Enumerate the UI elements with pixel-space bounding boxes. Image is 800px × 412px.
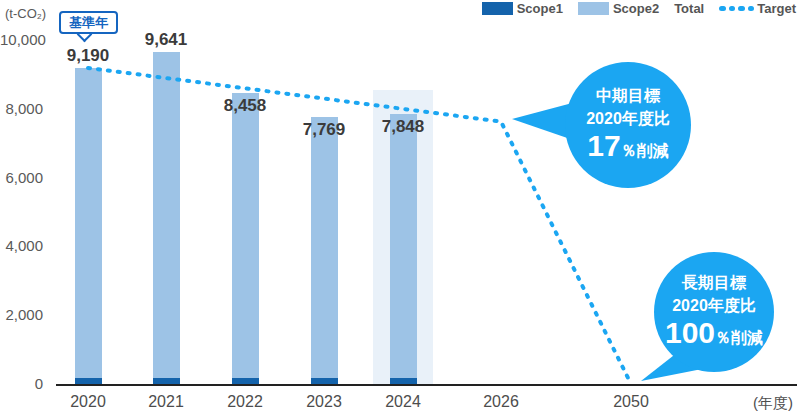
scope2-bar-2022 xyxy=(232,93,259,384)
baseline-year-callout: 基準年 xyxy=(59,11,118,34)
y-tick-label: 10,000 xyxy=(0,31,43,48)
legend-label: Total xyxy=(674,1,704,16)
bar-value-label: 7,848 xyxy=(358,117,448,137)
bar-value-label: 8,458 xyxy=(200,96,290,116)
bar-value-label: 9,641 xyxy=(121,30,211,50)
bubble-big-number: 100 xyxy=(665,316,715,349)
legend-item-scope1: Scope1 xyxy=(482,1,563,16)
x-tick-label: 2026 xyxy=(466,393,536,411)
scope2-swatch-icon xyxy=(578,2,609,15)
x-tick-label: 2020 xyxy=(53,393,123,411)
legend-item-scope2: Scope2 xyxy=(578,1,659,16)
scope1-swatch-icon xyxy=(482,2,513,15)
scope2-bar-2021 xyxy=(153,52,180,384)
legend: Scope1 Scope2 Total Target xyxy=(482,1,796,16)
legend-item-target: Target xyxy=(719,1,796,16)
scope2-bar-2023 xyxy=(311,117,338,384)
bubble-line1: 中期目標 xyxy=(596,84,660,107)
y-tick-label: 8,000 xyxy=(0,100,43,117)
legend-label: Target xyxy=(757,1,796,16)
scope2-bar-2020 xyxy=(75,68,102,384)
y-axis-unit: (t-CO₂) xyxy=(5,6,46,21)
y-tick-label: 6,000 xyxy=(0,169,43,186)
bar-value-label: 9,190 xyxy=(43,46,133,66)
x-tick-label: 2023 xyxy=(289,393,359,411)
x-axis-unit: (年度) xyxy=(753,394,793,412)
x-tick-label: 2021 xyxy=(131,393,201,411)
bubble-line2: 2020年度比 xyxy=(586,107,670,130)
bubble-line2: 2020年度比 xyxy=(672,294,756,317)
long-term-target-bubble: 長期目標 2020年度比 100％削減 xyxy=(654,252,774,372)
bubble-big-number: 17 xyxy=(587,129,620,162)
legend-item-total: Total xyxy=(674,1,704,16)
y-tick-label: 0 xyxy=(0,375,43,392)
target-dotted-swatch-icon xyxy=(719,6,754,11)
bubble-line3: 100％削減 xyxy=(665,317,763,354)
x-tick-label: 2024 xyxy=(368,393,438,411)
legend-label: Scope2 xyxy=(613,1,659,16)
legend-label: Scope1 xyxy=(517,1,563,16)
x-tick-label: 2050 xyxy=(596,393,666,411)
y-tick-label: 4,000 xyxy=(0,237,43,254)
bar-value-label: 7,769 xyxy=(279,120,369,140)
bubble-suffix: ％削減 xyxy=(621,142,669,159)
x-tick-label: 2022 xyxy=(210,393,280,411)
bubble-suffix: ％削減 xyxy=(715,329,763,346)
x-axis-line xyxy=(56,384,797,387)
mid-term-target-bubble: 中期目標 2020年度比 17％削減 xyxy=(565,62,691,188)
bubble-line3: 17％削減 xyxy=(587,130,668,167)
emissions-chart: (t-CO₂) Scope1 Scope2 Total Target 0 2,00… xyxy=(0,0,800,412)
scope2-bar-2024 xyxy=(390,114,417,384)
y-tick-label: 2,000 xyxy=(0,306,43,323)
bubble-line1: 長期目標 xyxy=(682,271,746,294)
